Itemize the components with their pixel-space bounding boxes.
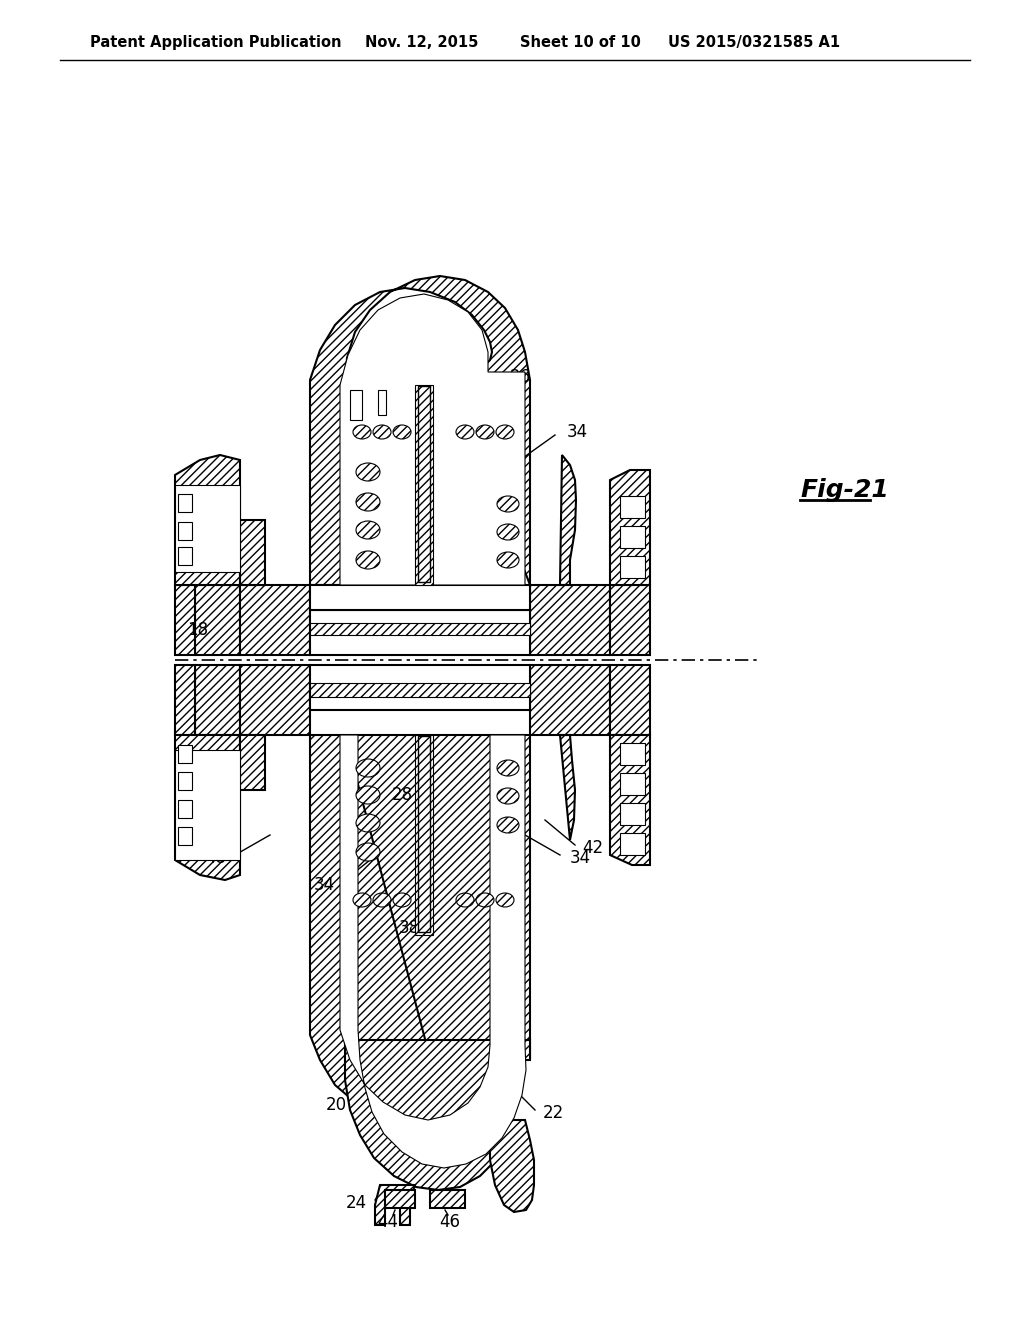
Text: Nov. 12, 2015: Nov. 12, 2015 [365,36,478,50]
Text: 26: 26 [510,368,531,385]
Polygon shape [240,585,310,655]
Ellipse shape [356,550,380,569]
Polygon shape [610,665,650,735]
Ellipse shape [356,814,380,832]
Bar [310,665,530,710]
Polygon shape [240,665,310,735]
Polygon shape [340,294,525,585]
Polygon shape [195,585,240,655]
Ellipse shape [497,524,519,540]
Polygon shape [178,800,193,818]
Text: 42: 42 [582,840,603,857]
Bar [310,585,530,610]
Text: 44: 44 [378,1213,398,1232]
Ellipse shape [356,492,380,511]
Ellipse shape [497,788,519,804]
Polygon shape [240,520,265,585]
Polygon shape [620,525,645,548]
Polygon shape [175,735,240,880]
Polygon shape [340,735,526,1168]
Ellipse shape [356,521,380,539]
Polygon shape [175,665,195,735]
Text: 24: 24 [346,1195,367,1212]
Bar [415,385,433,585]
Ellipse shape [393,425,411,440]
Text: Patent Application Publication: Patent Application Publication [90,36,341,50]
Bar [310,610,530,655]
Ellipse shape [476,425,494,440]
Bar [378,389,386,414]
Ellipse shape [356,843,380,861]
Text: 34: 34 [567,422,588,441]
Polygon shape [175,455,240,585]
Polygon shape [530,455,610,655]
Ellipse shape [353,425,371,440]
Ellipse shape [497,496,519,512]
Text: 20: 20 [326,1096,347,1114]
Polygon shape [178,744,193,763]
Polygon shape [530,665,610,840]
Bar [310,623,530,635]
Polygon shape [178,828,193,845]
Polygon shape [620,774,645,795]
Polygon shape [195,665,240,735]
Polygon shape [178,772,193,789]
Polygon shape [375,1185,415,1225]
Ellipse shape [373,425,391,440]
Ellipse shape [496,425,514,440]
Ellipse shape [456,894,474,907]
Polygon shape [610,585,650,655]
Ellipse shape [356,463,380,480]
Ellipse shape [393,894,411,907]
Text: Sheet 10 of 10: Sheet 10 of 10 [520,36,641,50]
Bar [385,1191,415,1208]
Text: 34: 34 [570,849,591,867]
Ellipse shape [353,894,371,907]
Bar [415,735,433,935]
Polygon shape [620,496,645,517]
Polygon shape [620,833,645,855]
Text: 34: 34 [367,436,388,454]
Polygon shape [175,750,240,861]
Ellipse shape [497,817,519,833]
Ellipse shape [496,894,514,907]
Ellipse shape [356,785,380,804]
Text: 34: 34 [314,876,335,894]
Bar [418,385,430,582]
Polygon shape [240,735,265,789]
Polygon shape [610,470,650,585]
Polygon shape [620,556,645,578]
Polygon shape [610,735,650,865]
Bar [350,389,362,420]
Ellipse shape [356,759,380,777]
Text: 28: 28 [392,785,413,804]
Polygon shape [178,494,193,512]
Polygon shape [620,803,645,825]
Text: 48: 48 [205,849,226,867]
Polygon shape [310,735,530,1177]
Ellipse shape [373,894,391,907]
Polygon shape [345,1040,530,1191]
Text: 18: 18 [186,620,208,639]
Text: 46: 46 [439,1213,461,1232]
Bar [430,1191,465,1208]
Text: 36: 36 [500,589,521,607]
Polygon shape [178,546,193,565]
Text: 38: 38 [399,919,420,937]
Text: 22: 22 [543,1104,564,1122]
Polygon shape [175,585,195,655]
Text: US 2015/0321585 A1: US 2015/0321585 A1 [668,36,840,50]
Polygon shape [175,484,240,572]
Polygon shape [490,1119,534,1212]
Polygon shape [310,276,530,585]
Ellipse shape [497,552,519,568]
Polygon shape [178,521,193,540]
Ellipse shape [476,894,494,907]
Bar [418,737,430,932]
Ellipse shape [497,760,519,776]
Polygon shape [620,743,645,766]
Bar [310,682,530,697]
Ellipse shape [456,425,474,440]
Text: Fig-21: Fig-21 [800,478,889,502]
